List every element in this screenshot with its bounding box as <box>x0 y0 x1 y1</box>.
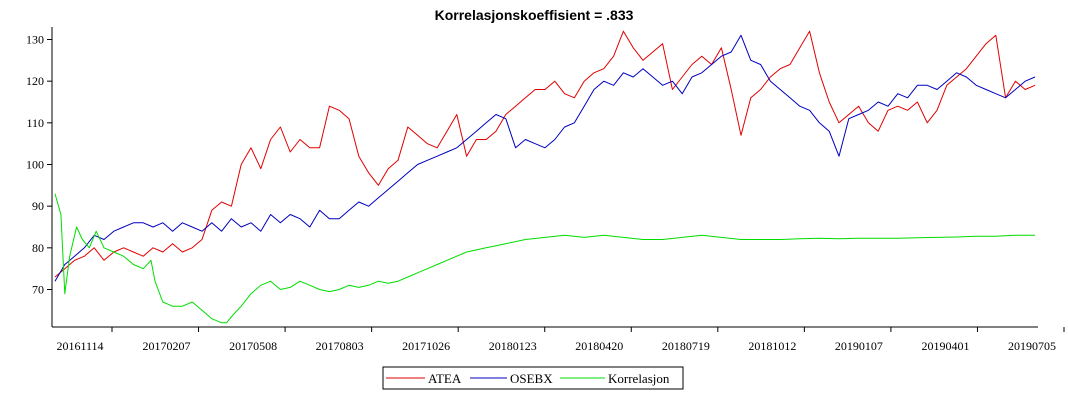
y-tick-label: 80 <box>32 241 44 255</box>
x-tick-label: 20180420 <box>575 339 623 353</box>
y-tick-label: 70 <box>32 283 44 297</box>
chart-title: Korrelasjonskoeffisient = .833 <box>435 7 634 23</box>
x-tick-label: 20190401 <box>921 339 969 353</box>
series-group <box>54 30 1036 324</box>
x-tick-label: 20170508 <box>229 339 277 353</box>
x-tick-label: 20181012 <box>748 339 796 353</box>
series-line-atea <box>54 30 1036 278</box>
x-ticks: 20161114 20170207 20170508 20170803 20171026… <box>56 327 1065 353</box>
x-tick-label: 20190107 <box>835 339 883 353</box>
x-tick-label: 20180719 <box>662 339 710 353</box>
legend: ATEA OSEBX Korrelasjon <box>382 366 684 390</box>
series-line-korrelasjon <box>54 193 1035 324</box>
y-tick-label: 110 <box>26 116 44 130</box>
y-tick-label: 120 <box>26 74 44 88</box>
y-ticks: 70 80 90 100 110 120 130 <box>26 33 52 297</box>
legend-box <box>382 366 684 390</box>
x-tick-label: 20170803 <box>316 339 364 353</box>
x-tick-label: 20180123 <box>489 339 537 353</box>
legend-label-osebx: OSEBX <box>510 371 553 386</box>
x-tick-label: 20190705 <box>1008 339 1056 353</box>
y-tick-label: 100 <box>26 158 44 172</box>
x-tick-label: 20161114 <box>56 339 103 353</box>
legend-label-atea: ATEA <box>428 371 462 386</box>
x-tick-label: 20170207 <box>143 339 191 353</box>
y-tick-label: 90 <box>32 199 44 213</box>
x-tick-label: 20171026 <box>402 339 450 353</box>
series-line-osebx <box>54 34 1036 282</box>
legend-label-korrelasjon: Korrelasjon <box>608 371 670 386</box>
y-tick-label: 130 <box>26 33 44 47</box>
